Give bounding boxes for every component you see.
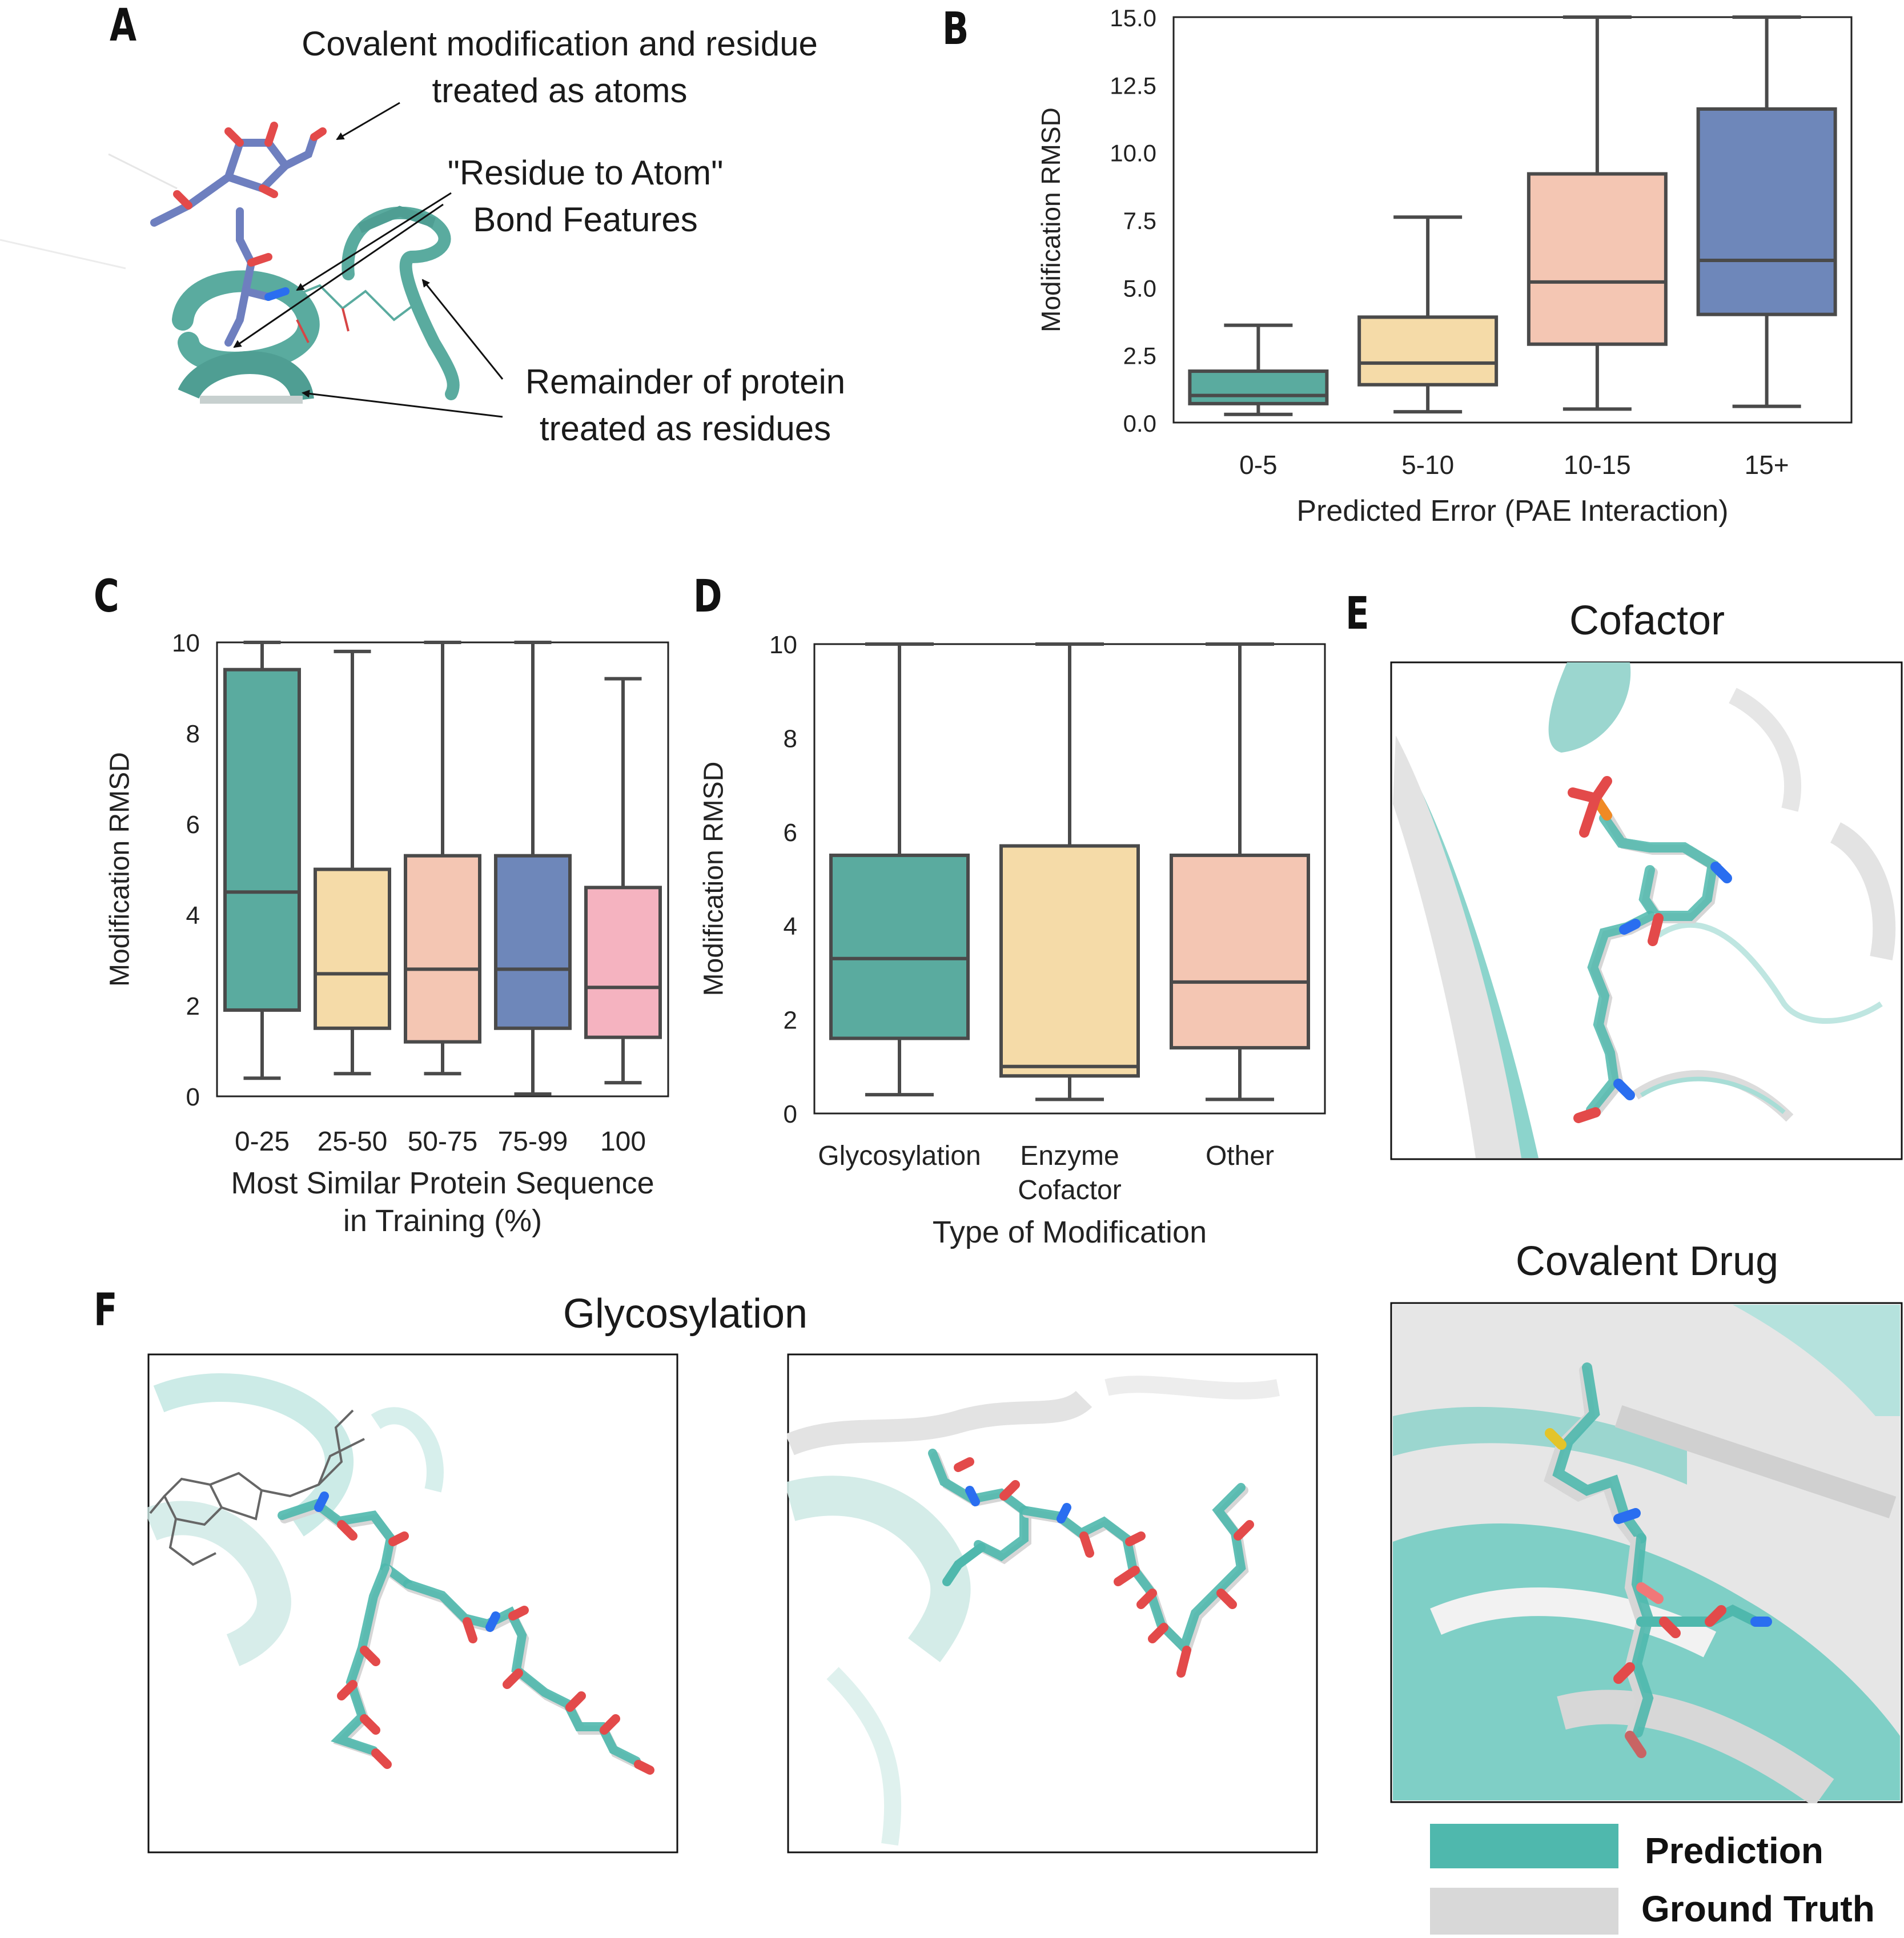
x-tick-label: Other	[1206, 1141, 1274, 1171]
y-tick-label: 10	[172, 629, 200, 657]
y-axis-label: Modification RMSD	[105, 752, 135, 987]
box-c-2	[404, 641, 481, 1076]
x-tick-label: 10-15	[1564, 450, 1631, 480]
box-b-3	[1696, 15, 1837, 408]
box-c-4	[584, 677, 662, 1085]
panel-label-c: C	[94, 571, 119, 622]
y-axis-label: Modification RMSD	[699, 762, 729, 996]
box-iqr	[1357, 315, 1499, 387]
box-d-1	[999, 642, 1140, 1101]
box-d-0	[829, 642, 970, 1097]
y-tick-label: 2	[186, 992, 200, 1020]
box-iqr	[404, 854, 481, 1044]
x-tick-label: 75-99	[498, 1127, 568, 1157]
x-tick-label: 5-10	[1401, 450, 1454, 480]
y-axis-label: Modification RMSD	[1036, 107, 1066, 332]
annotation-covalent-line2: treated as atoms	[432, 71, 688, 110]
annotation-covalent-line1: Covalent modification and residue	[302, 25, 818, 63]
x-tick-label: 15+	[1745, 450, 1789, 480]
legend-ground-truth-swatch	[1430, 1888, 1618, 1935]
legend-prediction-swatch	[1430, 1824, 1618, 1868]
box-iqr	[314, 867, 391, 1030]
x-tick-label: Glycosylation	[818, 1141, 981, 1171]
y-tick-label: 5.0	[1123, 275, 1156, 301]
x-tick-label: 100	[600, 1127, 646, 1157]
y-tick-label: 4	[784, 912, 797, 940]
annotation-bond-line2: Bond Features	[473, 200, 698, 239]
panel-label-f: F	[94, 1285, 118, 1336]
x-tick-label: 50-75	[408, 1127, 478, 1157]
box-plot-c: 0 2 4 6 8 10 Modification RMSD 0-25 25-50 50-75 75…	[105, 629, 669, 1238]
y-tick-label: 4	[186, 902, 200, 930]
annotation-remainder-line1: Remainder of protein	[525, 363, 846, 401]
box-iqr	[829, 853, 970, 1040]
x-axis-label: Predicted Error (PAE Interaction)	[1296, 494, 1728, 528]
annotation-bond-line1: "Residue to Atom"	[447, 154, 724, 192]
y-tick-label: 2	[784, 1007, 797, 1035]
glycosylation-structure-view-2	[787, 1353, 1318, 1853]
annotation-remainder-protein: Remainder of protein treated as residues	[491, 359, 879, 452]
annotation-covalent-modification: Covalent modification and residue treate…	[274, 21, 845, 114]
box-b-2	[1527, 15, 1668, 411]
panel-a-structure	[0, 102, 504, 418]
glycosylation-structure-view-1	[147, 1353, 678, 1853]
box-iqr	[1170, 853, 1310, 1050]
box-iqr	[494, 854, 572, 1030]
box-c-0	[223, 641, 301, 1080]
x-tick-label: 0-25	[235, 1127, 290, 1157]
x-tick-label: Enzyme	[1020, 1141, 1119, 1171]
x-tick-label: Cofactor	[1018, 1175, 1121, 1205]
box-plot-b: 0.0 2.5 5.0 7.5 10.0 12.5 15.0 Modification RMS…	[1036, 5, 1853, 528]
panel-f-title: Glycosylation	[563, 1291, 808, 1337]
y-tick-label: 6	[186, 811, 200, 839]
x-tick-label: 25-50	[318, 1127, 388, 1157]
annotation-remainder-line2: treated as residues	[539, 409, 832, 448]
panel-e-title-cofactor: Cofactor	[1569, 598, 1725, 644]
y-tick-label: 7.5	[1123, 207, 1156, 234]
box-iqr	[584, 886, 662, 1039]
panel-label-a: A	[110, 0, 137, 51]
box-iqr	[223, 668, 301, 1012]
y-tick-label: 0	[784, 1100, 797, 1128]
legend-prediction-label: Prediction	[1645, 1830, 1823, 1871]
box-b-0	[1188, 323, 1329, 416]
box-d-2	[1170, 642, 1310, 1101]
panel-label-e: E	[1345, 588, 1369, 640]
y-tick-label: 2.5	[1123, 343, 1156, 369]
y-tick-label: 10	[769, 631, 797, 659]
y-tick-label: 6	[784, 819, 797, 847]
y-tick-label: 0.0	[1123, 410, 1156, 437]
x-axis-label: Most Similar Protein Sequence	[231, 1166, 654, 1200]
covalent-drug-structure-view	[1390, 1302, 1903, 1803]
y-tick-label: 8	[784, 725, 797, 753]
box-iqr	[999, 844, 1140, 1078]
panel-e-title-covalent-drug: Covalent Drug	[1515, 1239, 1779, 1284]
box-iqr	[1696, 107, 1837, 316]
legend-ground-truth-label: Ground Truth	[1641, 1888, 1875, 1929]
y-tick-label: 12.5	[1110, 72, 1156, 99]
box-c-3	[494, 641, 572, 1096]
panel-label-b: B	[942, 3, 969, 55]
cofactor-structure-view	[1390, 661, 1903, 1160]
y-tick-label: 15.0	[1110, 5, 1156, 31]
y-tick-label: 8	[186, 720, 200, 748]
box-iqr	[1188, 369, 1329, 405]
box-plot-d: 0 2 4 6 8 10 Modification RMSD Glycosylation Enz…	[699, 631, 1326, 1249]
x-axis-label: in Training (%)	[343, 1204, 542, 1238]
annotation-bond-features: "Residue to Atom" Bond Features	[400, 150, 771, 243]
x-axis-label: Type of Modification	[933, 1215, 1207, 1249]
y-tick-label: 0	[186, 1083, 200, 1111]
y-tick-label: 10.0	[1110, 140, 1156, 167]
box-iqr	[1527, 172, 1668, 346]
panel-label-d: D	[693, 571, 722, 622]
box-c-1	[314, 649, 391, 1076]
plot-frame-b	[1172, 16, 1853, 424]
x-tick-label: 0-5	[1239, 450, 1277, 480]
box-b-1	[1357, 215, 1499, 414]
